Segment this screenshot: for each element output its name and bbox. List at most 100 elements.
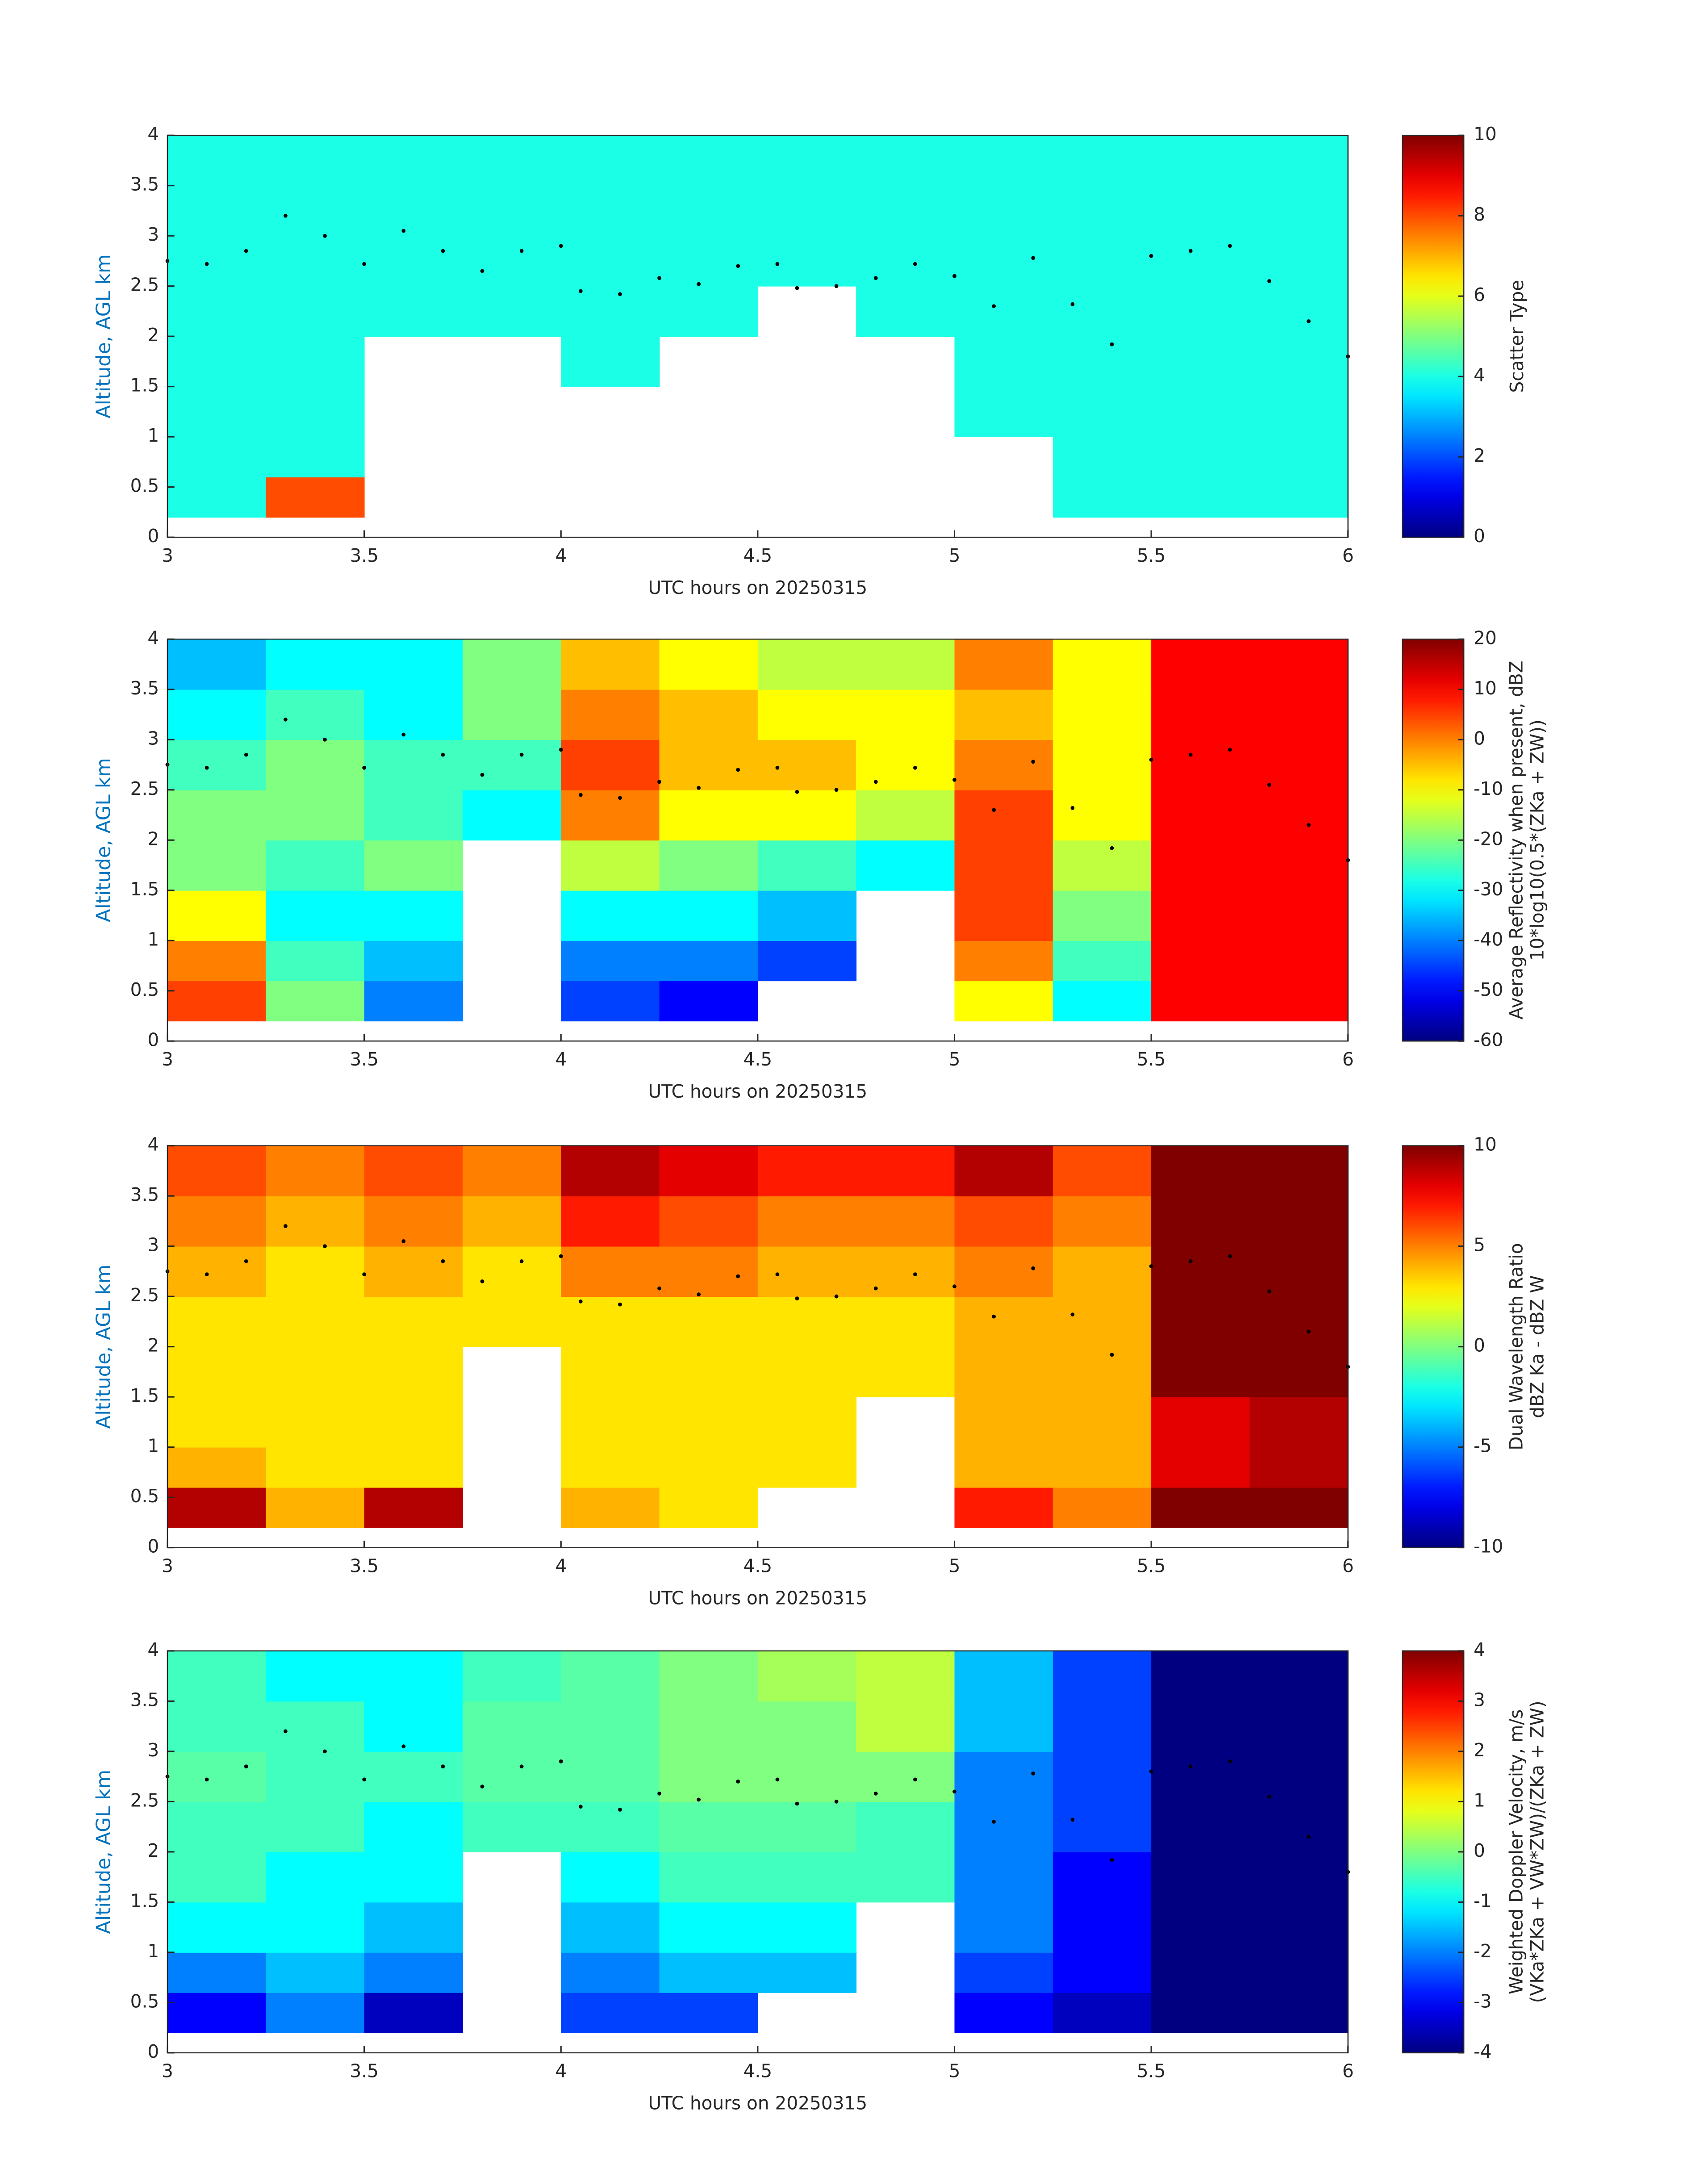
colorbar-tick-label: 3 — [1474, 1689, 1485, 1710]
heatmap-cell — [561, 1246, 660, 1297]
heatmap-cell — [167, 1447, 267, 1488]
heatmap-cell — [954, 1902, 1053, 1953]
heatmap-cell — [561, 740, 660, 790]
heatmap-cell — [167, 1196, 267, 1247]
colorbar-tick-label: 6 — [1474, 284, 1485, 305]
heatmap-cell — [167, 940, 267, 982]
overlay-dot — [873, 1792, 878, 1796]
heatmap-cell — [659, 981, 758, 1022]
overlay-dot — [578, 1805, 583, 1809]
overlay-dot — [1070, 302, 1075, 306]
heatmap-cell — [561, 1196, 660, 1247]
heatmap-cell — [954, 1701, 1053, 1752]
heatmap-cell — [266, 437, 365, 478]
heatmap-cell — [364, 1902, 463, 1953]
heatmap-cell — [364, 135, 463, 186]
heatmap-cell — [1249, 1851, 1349, 1903]
heatmap-cell — [561, 940, 660, 982]
heatmap-cell — [659, 1992, 758, 2033]
overlay-dot — [480, 773, 484, 777]
heatmap-cell — [1249, 840, 1349, 891]
heatmap-cell — [1052, 890, 1152, 941]
overlay-dot — [775, 262, 780, 266]
heatmap-cell — [1151, 386, 1250, 438]
heatmap-cell — [1052, 1296, 1152, 1347]
heatmap-cell — [856, 689, 955, 740]
overlay-dot — [992, 1314, 996, 1319]
heatmap-cell — [954, 1296, 1053, 1347]
x-tick-label: 5.5 — [1137, 545, 1166, 566]
overlay-dot — [1149, 757, 1153, 762]
y-tick-label: 2.5 — [130, 778, 159, 799]
heatmap-cell — [167, 1296, 267, 1347]
heatmap-cell — [266, 185, 365, 237]
heatmap-cell — [1052, 1992, 1152, 2033]
heatmap-cell — [954, 639, 1053, 690]
overlay-dot — [1110, 1353, 1114, 1357]
overlay-dot — [1228, 1759, 1232, 1763]
heatmap-cell — [462, 1296, 562, 1347]
heatmap-cell — [757, 840, 857, 891]
heatmap-cell — [1052, 236, 1152, 287]
y-tick-label: 3 — [147, 224, 159, 245]
heatmap-cell — [561, 236, 660, 287]
y-tick-label: 4 — [147, 123, 159, 145]
heatmap-cell — [167, 1487, 267, 1528]
y-tick-label: 3 — [147, 1234, 159, 1256]
y-tick-label: 1.5 — [130, 1890, 159, 1911]
overlay-dot — [1031, 1771, 1036, 1776]
heatmap-cell — [364, 1952, 463, 1993]
heatmap-cell — [954, 1952, 1053, 1993]
colorbar-tick-label: -50 — [1474, 979, 1503, 1000]
colorbar-tick-label: 0 — [1474, 525, 1485, 547]
overlay-dot — [480, 1784, 484, 1788]
heatmap-cell — [167, 890, 267, 941]
colorbar-tick-label: 4 — [1474, 364, 1485, 386]
overlay-dot — [657, 1286, 661, 1291]
heatmap-cell — [1052, 1851, 1152, 1903]
heatmap-cell — [954, 286, 1053, 337]
heatmap-cell — [266, 639, 365, 690]
x-tick-label: 6 — [1342, 1555, 1354, 1576]
colorbar-tick-label: 0 — [1474, 727, 1485, 749]
y-tick-label: 3.5 — [130, 677, 159, 699]
heatmap-cell — [1151, 1952, 1250, 1993]
colorbar-tick-label: -1 — [1474, 1890, 1492, 1911]
heatmap-cell — [954, 890, 1053, 941]
heatmap-cell — [266, 1801, 365, 1852]
heatmap-cell — [1151, 639, 1250, 690]
heatmap-cell — [1249, 1447, 1349, 1488]
heatmap-cell — [561, 790, 660, 841]
heatmap-cell — [1249, 1145, 1349, 1197]
heatmap-cell — [1249, 1651, 1349, 1702]
heatmap-cell — [364, 1992, 463, 2033]
colorbar-label: Average Reflectivity when present, dBZ — [1505, 660, 1527, 1020]
heatmap-cell — [1249, 890, 1349, 941]
overlay-dot — [795, 1296, 799, 1300]
heatmap-cell — [1249, 1751, 1349, 1802]
overlay-dot — [1149, 1264, 1153, 1268]
y-axis-label: Altitude, AGL km — [92, 758, 115, 922]
heatmap-cell — [364, 185, 463, 237]
heatmap-cell — [167, 185, 267, 237]
x-tick-label: 4 — [555, 1555, 567, 1576]
x-tick-label: 6 — [1342, 2060, 1354, 2082]
heatmap-cell — [954, 790, 1053, 841]
overlay-dot — [519, 1259, 524, 1263]
heatmap-cell — [266, 286, 365, 337]
colorbar-tick-label: -5 — [1474, 1435, 1492, 1457]
colorbar — [1402, 639, 1465, 1042]
heatmap-cell — [1151, 437, 1250, 478]
heatmap-cell — [659, 790, 758, 841]
heatmap-cell — [1052, 336, 1152, 387]
heatmap-cell — [364, 1346, 463, 1398]
heatmap-cell — [561, 1296, 660, 1347]
y-tick-label: 3.5 — [130, 1184, 159, 1205]
overlay-dot — [441, 249, 445, 253]
overlay-dot — [775, 1272, 780, 1276]
heatmap-cell — [1052, 740, 1152, 790]
colorbar-tick-label: 4 — [1474, 1639, 1485, 1660]
heatmap-cell — [462, 1651, 562, 1702]
heatmap-cell — [266, 1145, 365, 1197]
overlay-dot — [1110, 1858, 1114, 1862]
